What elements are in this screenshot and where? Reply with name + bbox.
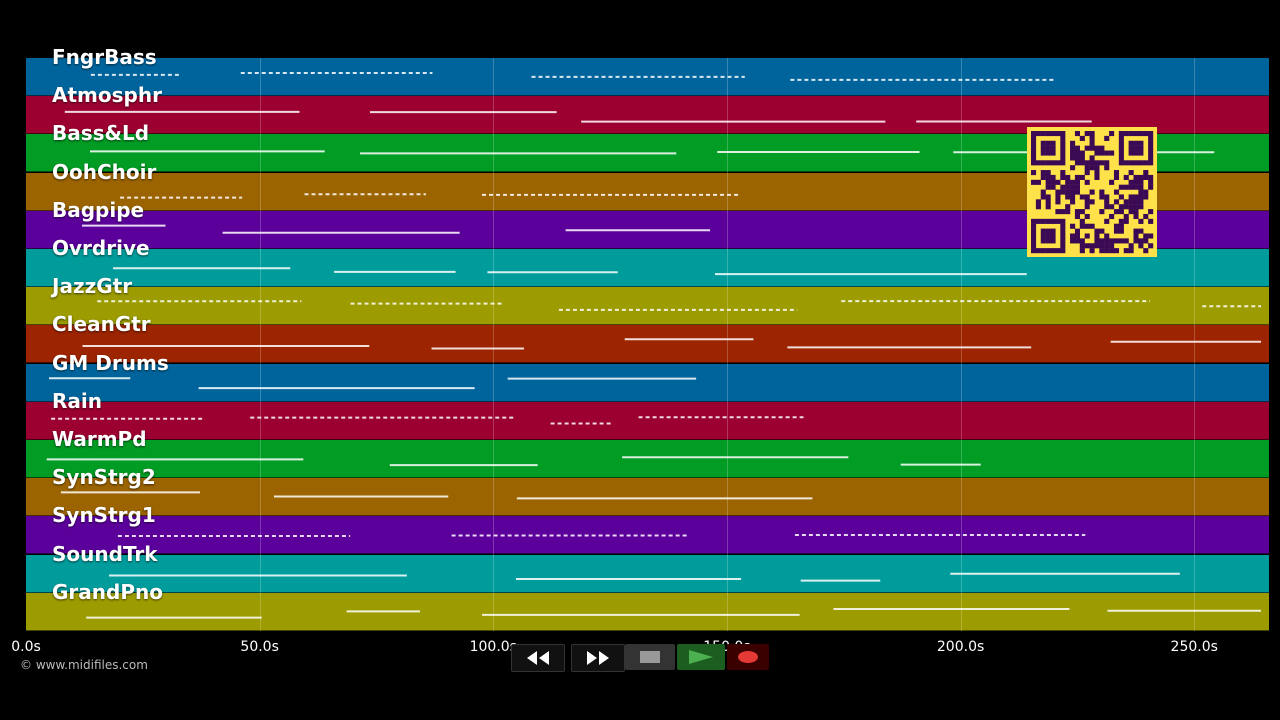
transport-controls bbox=[511, 644, 769, 672]
track-label: CleanGtr bbox=[52, 312, 151, 337]
stop-button[interactable] bbox=[625, 644, 675, 670]
track-lane[interactable] bbox=[26, 592, 1269, 631]
track-label: Rain bbox=[52, 388, 102, 413]
note-marks bbox=[120, 192, 740, 199]
note-marks bbox=[117, 534, 1086, 538]
track-lane[interactable] bbox=[26, 58, 1269, 96]
record-icon bbox=[738, 651, 758, 663]
piano-roll[interactable] bbox=[26, 58, 1269, 631]
note-marks bbox=[48, 376, 697, 389]
track-lane[interactable] bbox=[26, 325, 1269, 364]
fast-forward-button[interactable] bbox=[571, 644, 625, 672]
track-lane[interactable] bbox=[26, 363, 1269, 402]
note-marks bbox=[86, 607, 1261, 619]
track-label: Ovrdrive bbox=[52, 236, 150, 260]
time-tick-label: 0.0s bbox=[11, 639, 41, 655]
qr-code-icon bbox=[1027, 127, 1157, 257]
note-marks bbox=[51, 416, 804, 425]
qr-code bbox=[1027, 127, 1157, 257]
track-label: Atmosphr bbox=[52, 83, 162, 108]
note-marks bbox=[46, 456, 981, 467]
record-button[interactable] bbox=[727, 644, 769, 670]
track-label: GM Drums bbox=[52, 350, 169, 375]
track-lane[interactable] bbox=[26, 554, 1269, 593]
time-tick-label: 100.0s bbox=[469, 639, 517, 655]
fast-forward-icon bbox=[587, 651, 609, 665]
track-lane[interactable] bbox=[26, 516, 1269, 555]
rewind-button[interactable] bbox=[511, 644, 565, 672]
play-icon bbox=[689, 650, 713, 664]
track-label: FngrBass bbox=[52, 45, 157, 69]
track-label: SynStrg2 bbox=[52, 465, 156, 490]
time-tick-label: 200.0s bbox=[936, 639, 985, 655]
note-marks bbox=[90, 150, 1215, 155]
track-lane[interactable] bbox=[26, 440, 1269, 478]
track-label: JazzGtr bbox=[52, 274, 133, 299]
track-label: GrandPno bbox=[52, 579, 163, 604]
note-marks bbox=[82, 338, 1261, 350]
copyright-text: © www.midifiles.com bbox=[20, 658, 148, 672]
note-marks bbox=[90, 71, 1054, 81]
track-label: WarmPd bbox=[52, 427, 147, 451]
track-label: Bagpipe bbox=[52, 197, 145, 222]
track-label: SynStrg1 bbox=[52, 503, 156, 528]
track-label: SoundTrk bbox=[52, 541, 158, 566]
track-label: OohChoir bbox=[52, 159, 157, 184]
track-lane[interactable] bbox=[26, 287, 1269, 326]
note-marks bbox=[82, 224, 711, 234]
play-button[interactable] bbox=[677, 644, 725, 670]
rewind-icon bbox=[527, 651, 549, 665]
time-tick-label: 50.0s bbox=[240, 639, 279, 655]
note-marks bbox=[113, 267, 1027, 276]
note-marks bbox=[64, 111, 1092, 123]
stop-icon bbox=[640, 651, 660, 663]
note-marks bbox=[60, 491, 813, 500]
note-marks bbox=[108, 572, 1180, 582]
track-lane[interactable] bbox=[26, 401, 1269, 440]
track-lane[interactable] bbox=[26, 478, 1269, 517]
time-tick-label: 250.0s bbox=[1170, 639, 1218, 655]
note-marks bbox=[97, 300, 1261, 312]
track-label: Bass&Ld bbox=[52, 121, 150, 146]
